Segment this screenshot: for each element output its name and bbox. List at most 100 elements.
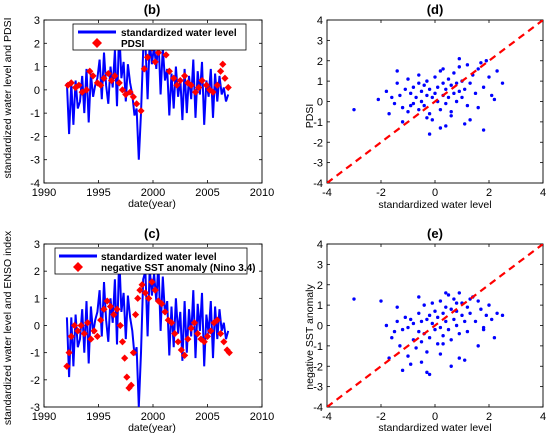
scatter-point xyxy=(395,305,399,309)
series-marker-diamond xyxy=(151,286,159,294)
scatter-point xyxy=(463,87,467,91)
series-marker-diamond xyxy=(63,362,71,370)
series-marker-diamond xyxy=(116,321,124,330)
scatter-point xyxy=(452,297,456,301)
x-tick-label: 4 xyxy=(540,187,546,199)
x-tick-label: 0 xyxy=(432,411,438,423)
scatter-point xyxy=(406,109,410,114)
series-marker-diamond xyxy=(162,51,170,59)
series-marker-diamond xyxy=(97,81,105,89)
series-marker-diamond xyxy=(65,349,73,357)
x-tick-label: 2005 xyxy=(195,411,219,423)
scatter-point xyxy=(438,325,443,330)
scatter-point xyxy=(438,107,443,112)
panel-c: (c) 1990 1995 2000 2005 2010 -3 -2 -1 0 1 2 3 date(… xyxy=(2,226,274,434)
scatter-point xyxy=(425,350,429,354)
series-marker-diamond xyxy=(103,297,111,305)
scatter-point xyxy=(444,291,448,295)
scatter-point xyxy=(433,91,437,96)
scatter-point xyxy=(419,99,424,104)
plot-area xyxy=(64,29,232,160)
scatter-point xyxy=(457,89,461,94)
scatter-point xyxy=(446,95,451,100)
scatter-point xyxy=(457,57,461,61)
y-tick-label: 1 xyxy=(34,293,40,305)
scatter-point xyxy=(433,327,437,332)
scatter-point xyxy=(457,331,461,336)
y-tick-label: -2 xyxy=(30,131,40,143)
y-tick-label: -3 xyxy=(313,158,323,170)
diagonal-reference-line xyxy=(327,244,543,407)
y-tick-label: -3 xyxy=(30,402,40,414)
series-marker-diamond xyxy=(171,330,179,338)
scatter-point xyxy=(400,368,405,373)
series-marker-diamond xyxy=(167,319,176,327)
series-marker-diamond xyxy=(187,324,195,332)
y-tick-label: -4 xyxy=(313,178,323,190)
series-marker-diamond xyxy=(70,321,79,330)
series-marker-diamond xyxy=(154,49,163,57)
y-tick-label: 0 xyxy=(34,85,40,97)
panel-c-plot: 1990 1995 2000 2005 2010 -3 -2 -1 0 1 2 3 xyxy=(30,239,274,423)
panel-c-ylabel: standardized water level and ENSO index xyxy=(2,230,14,425)
y-tick-label: 1 xyxy=(317,76,323,88)
panel-b-ylabel: standardized water level and PDSI xyxy=(2,17,14,178)
legend-label-pdsi: PDSI xyxy=(121,39,145,50)
scatter-point xyxy=(490,317,494,322)
series-marker-diamond xyxy=(221,74,229,82)
scatter-point xyxy=(395,81,399,85)
scatter-point xyxy=(457,356,461,360)
series-marker-diamond xyxy=(106,302,115,311)
scatter-point xyxy=(406,77,410,81)
scatter-point xyxy=(427,372,432,377)
scatter-point xyxy=(430,301,434,305)
scatter-point xyxy=(411,321,416,326)
scatter-point xyxy=(417,107,421,112)
scatter-point xyxy=(425,116,429,120)
scatter-point xyxy=(409,91,413,96)
series-marker-diamond xyxy=(207,327,215,335)
y-tick-label: -1 xyxy=(313,117,323,129)
series-marker-diamond xyxy=(161,308,169,316)
series-marker-diamond xyxy=(126,88,134,96)
x-tick-label: 4 xyxy=(540,411,546,423)
scatter-point xyxy=(406,354,410,358)
scatter-point xyxy=(452,91,456,96)
plot-area xyxy=(327,20,543,183)
y-tick-label: -1 xyxy=(313,341,323,353)
y-tick-label: -2 xyxy=(30,375,40,387)
scatter-point xyxy=(479,61,483,65)
x-tick-label: 2000 xyxy=(141,411,165,423)
scatter-point xyxy=(433,75,437,79)
series-marker-diamond xyxy=(145,294,153,302)
series-marker-diamond xyxy=(77,321,85,330)
scatter-point xyxy=(465,305,470,309)
series-marker-diamond xyxy=(216,67,225,75)
scatter-point xyxy=(487,75,491,79)
series-marker-diamond xyxy=(148,278,156,286)
x-tick-label: 1990 xyxy=(32,187,56,199)
scatter-point xyxy=(481,327,486,332)
diagonal-reference-line xyxy=(327,20,543,183)
series-marker-diamond xyxy=(174,338,182,346)
scatter-point xyxy=(384,323,389,328)
series-marker-diamond xyxy=(191,88,200,96)
panel-e-title: (e) xyxy=(427,226,443,241)
series-marker-diamond xyxy=(129,349,137,357)
x-tick-label: 0 xyxy=(432,187,438,199)
series-marker-diamond xyxy=(158,300,166,308)
x-tick-label: -4 xyxy=(322,187,332,199)
legend-swatch-sst xyxy=(73,262,83,272)
scatter-point xyxy=(438,299,443,303)
scatter-point xyxy=(400,120,405,124)
scatter-point xyxy=(449,83,453,87)
scatter-point xyxy=(390,95,394,100)
scatter-point xyxy=(492,336,497,340)
series-marker-diamond xyxy=(75,81,83,89)
x-tick-label: 1990 xyxy=(32,411,56,423)
series-marker-diamond xyxy=(104,69,112,78)
series-marker-diamond xyxy=(190,319,199,327)
y-tick-label: -2 xyxy=(313,137,323,149)
series-marker-diamond xyxy=(195,83,203,92)
